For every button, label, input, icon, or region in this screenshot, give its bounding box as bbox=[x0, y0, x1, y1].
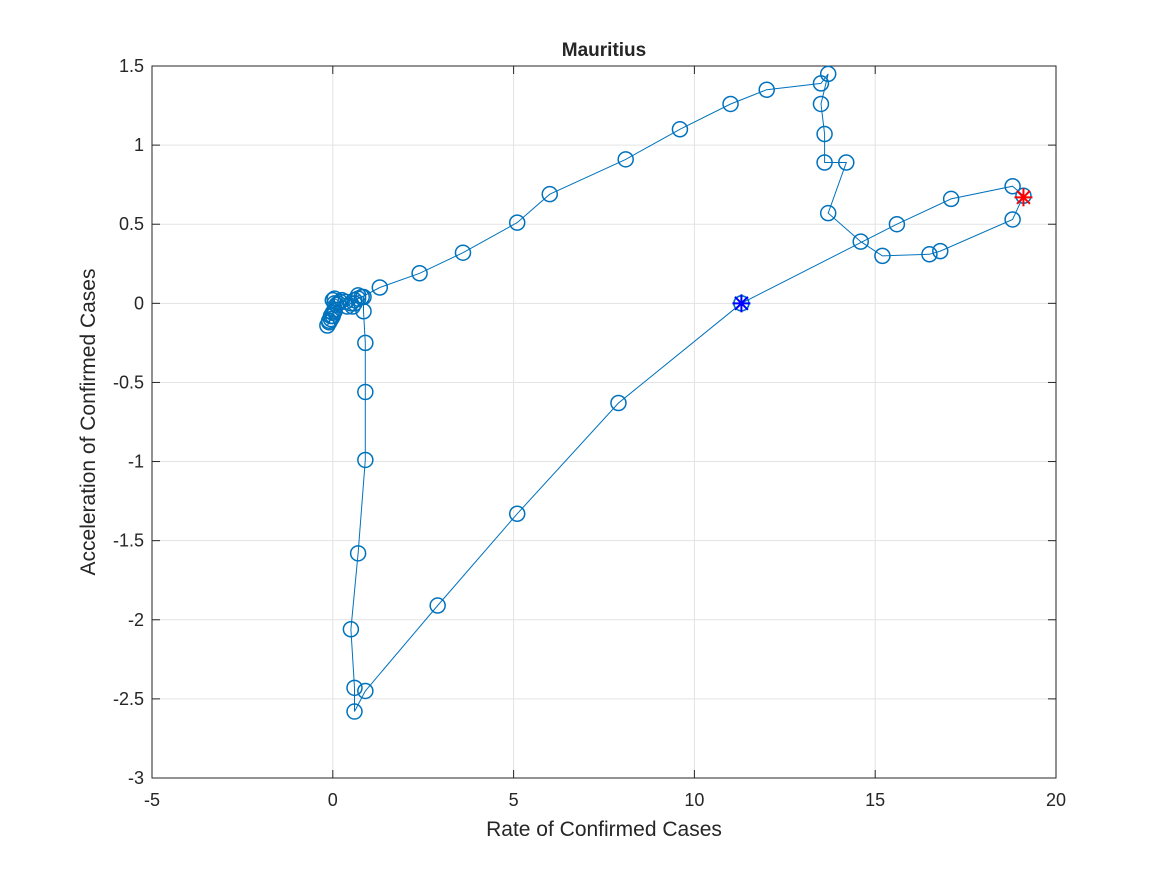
y-tick-label: -2.5 bbox=[113, 689, 144, 709]
y-tick-label: -1 bbox=[128, 452, 144, 472]
y-tick-label: 1 bbox=[134, 135, 144, 155]
data-point bbox=[357, 383, 374, 401]
data-point bbox=[852, 233, 869, 250]
data-point bbox=[454, 244, 472, 261]
data-point bbox=[353, 288, 370, 306]
data-point bbox=[349, 545, 367, 562]
data-point bbox=[342, 621, 360, 638]
y-tick-label: -3 bbox=[128, 768, 144, 788]
y-tick-label: -1.5 bbox=[113, 531, 144, 551]
data-point bbox=[812, 95, 830, 113]
data-point bbox=[324, 291, 342, 309]
y-tick-label: -2 bbox=[128, 610, 144, 630]
data-point bbox=[411, 265, 428, 282]
data-point bbox=[346, 291, 363, 309]
data-point bbox=[1004, 211, 1021, 228]
x-tick-label: 0 bbox=[328, 790, 338, 810]
special-markers bbox=[732, 188, 1033, 313]
x-tick-label: 5 bbox=[509, 790, 519, 810]
x-tick-label: 15 bbox=[865, 790, 885, 810]
data-point bbox=[819, 204, 837, 222]
data-point bbox=[874, 247, 891, 265]
data-point bbox=[819, 65, 837, 83]
data-point bbox=[838, 154, 855, 171]
y-tick-label: 1.5 bbox=[119, 56, 144, 76]
data-point bbox=[541, 185, 559, 203]
data-point bbox=[357, 451, 374, 469]
y-tick-label: -0.5 bbox=[113, 372, 144, 392]
data-point bbox=[888, 215, 906, 233]
y-tick-label: 0 bbox=[134, 293, 144, 313]
data-point bbox=[942, 190, 960, 208]
data-point bbox=[610, 394, 627, 412]
x-tick-label: 10 bbox=[684, 790, 704, 810]
y-tick-label: 0.5 bbox=[119, 214, 144, 234]
data-point bbox=[617, 151, 634, 168]
data-point bbox=[932, 242, 949, 260]
chart-title: Mauritius bbox=[562, 40, 646, 61]
axes-box bbox=[151, 65, 1057, 779]
y-axis-label: Acceleration of Confirmed Cases bbox=[77, 269, 100, 576]
data-points bbox=[319, 65, 1032, 720]
data-point bbox=[346, 703, 363, 720]
data-point bbox=[508, 505, 526, 523]
data-point bbox=[328, 296, 345, 314]
data-point bbox=[371, 279, 389, 296]
start-marker bbox=[732, 294, 751, 313]
data-point bbox=[671, 121, 689, 138]
data-point bbox=[508, 214, 526, 231]
data-point bbox=[816, 125, 833, 143]
axis-ticks: -5 0 5 10 15 20 -3 -2.5 -2 -1.5 -1 -0.5 0 0.5 1 1.5 bbox=[113, 56, 1066, 810]
data-point bbox=[921, 246, 938, 263]
data-point bbox=[758, 81, 775, 98]
x-tick-label: 20 bbox=[1046, 790, 1066, 810]
data-point bbox=[429, 597, 446, 614]
data-point bbox=[357, 682, 374, 700]
x-axis-label: Rate of Confirmed Cases bbox=[486, 818, 722, 841]
data-point bbox=[722, 95, 739, 113]
data-point bbox=[1004, 177, 1021, 195]
end-marker bbox=[1014, 188, 1033, 207]
x-tick-label: -5 bbox=[144, 790, 160, 810]
data-point bbox=[816, 154, 833, 171]
data-point bbox=[357, 334, 374, 352]
data-point bbox=[346, 679, 363, 697]
